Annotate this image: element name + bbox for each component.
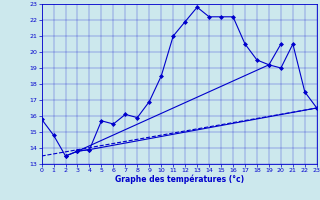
X-axis label: Graphe des températures (°c): Graphe des températures (°c) <box>115 175 244 184</box>
